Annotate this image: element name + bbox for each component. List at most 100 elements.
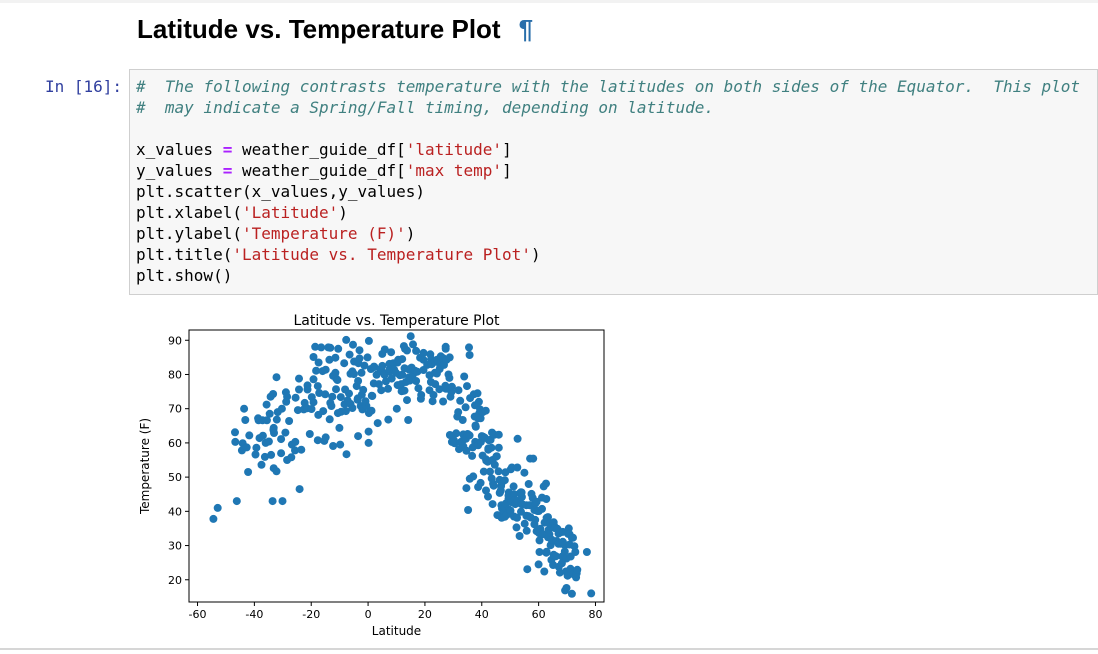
data-point [462,484,471,493]
data-point [328,392,337,401]
data-point [428,397,437,406]
data-point [544,513,552,522]
data-point [332,385,340,394]
x-tick-label: -20 [302,608,320,621]
data-point [494,443,503,452]
scatter-points [209,332,596,598]
data-point [278,497,287,506]
data-point [321,433,330,442]
code-line: plt.ylabel('Temperature (F)') [136,223,1080,244]
data-point [355,346,364,355]
data-point [359,385,368,394]
data-point [244,468,253,476]
data-point [260,452,269,461]
code-editor[interactable]: # The following contrasts temperature wi… [136,76,1080,286]
code-line: # The following contrasts temperature wi… [136,76,1080,97]
data-point [509,482,518,491]
cell-input-prompt: In [16]: [45,77,123,96]
data-point [341,407,350,416]
data-point [262,400,271,409]
data-point [488,500,497,509]
y-tick-label: 40 [168,505,182,518]
data-point [471,422,480,431]
data-point [334,344,343,353]
data-point [452,429,461,438]
data-point [309,398,318,407]
data-point [532,497,541,506]
data-point [460,372,469,381]
data-point [326,343,335,352]
data-point [387,348,396,357]
data-point [513,463,522,472]
y-tick-label: 70 [168,403,182,416]
data-point [213,503,222,512]
data-point [456,396,465,405]
bottom-border [0,648,1098,650]
data-point [465,343,473,352]
data-point [291,446,299,455]
cell-output: Latitude vs. Temperature Plot -60 -40 -20 0… [129,305,629,650]
data-point [450,439,459,448]
code-token: 'Temperature (F)' [241,224,406,243]
data-point [340,359,349,368]
code-token: = [222,161,233,180]
data-point [345,350,354,359]
data-point [571,548,580,556]
code-line: y_values = weather_guide_df['max temp'] [136,160,1080,181]
data-point [454,408,463,417]
code-line [136,118,1080,139]
data-point [384,384,392,393]
data-point [515,532,524,540]
data-point [562,584,571,592]
code-token: plt.xlabel( [136,203,242,222]
data-point [404,416,413,424]
data-point [473,389,482,398]
data-point [413,367,422,376]
data-point [327,402,336,410]
data-point [387,374,396,383]
code-token: ) [405,224,416,243]
data-point [535,548,544,556]
data-point [252,443,261,452]
data-point [476,478,485,487]
x-tick-label: 80 [588,608,602,621]
heading-anchor-link[interactable]: ¶ [518,14,534,44]
data-point [414,384,423,393]
data-point [538,504,546,513]
data-point [355,354,364,363]
data-point [378,361,387,370]
data-point [331,353,340,362]
code-cell-input[interactable]: # The following contrasts temperature wi… [129,69,1098,295]
data-point [325,415,334,424]
data-point [445,353,454,362]
code-token: plt.scatter(x_values,y_values) [136,182,425,201]
code-token: weather_guide_df[ [232,140,406,159]
data-point [445,373,454,382]
data-point [435,385,444,394]
data-point [419,348,428,357]
heading-text: Latitude vs. Temperature Plot [137,14,501,44]
data-point [305,430,314,438]
data-point [272,415,281,424]
data-point [360,361,369,370]
data-point [335,423,344,432]
data-point [265,409,274,418]
code-token: 'max temp' [405,161,503,180]
data-point [520,519,529,528]
data-point [293,406,302,415]
data-point [232,497,241,506]
data-point [380,345,389,354]
x-tick-label: 0 [365,608,372,621]
data-point [267,450,276,459]
data-point [336,393,345,402]
data-point [486,467,494,476]
data-point [494,430,503,439]
code-token: 'latitude' [405,140,503,159]
data-point [465,351,474,359]
data-point [439,397,448,406]
y-tick-label: 30 [168,540,182,553]
y-axis-label: Temperature (F) [138,418,152,515]
data-point [474,397,483,406]
data-point [373,419,382,428]
x-tick-label: -40 [245,608,263,621]
